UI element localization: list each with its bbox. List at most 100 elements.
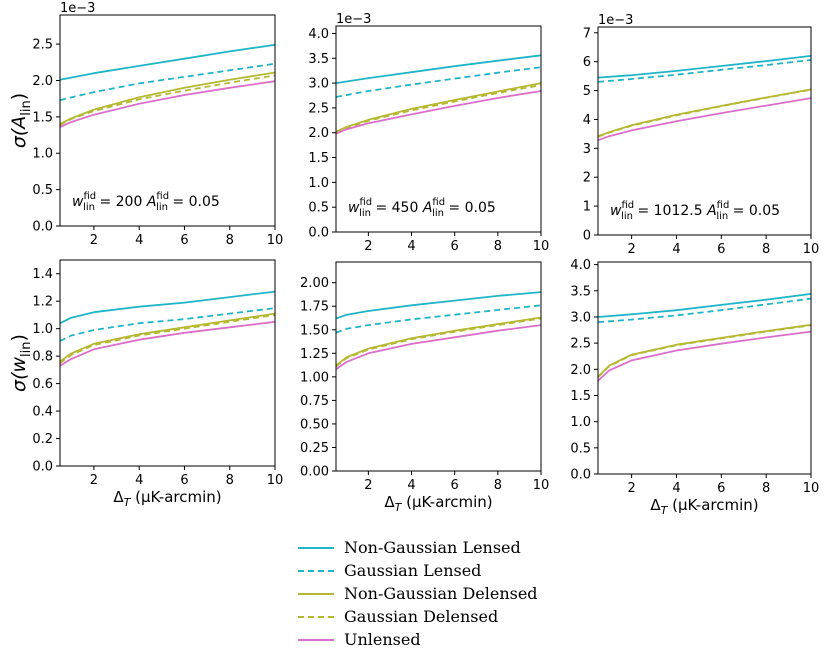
- y-tick-label: 6: [583, 55, 591, 70]
- legend-line-non-gaussian-lensed: [298, 546, 334, 549]
- x-tick-label: 10: [803, 242, 820, 257]
- offset-text: 1e−3: [60, 1, 95, 16]
- x-tick-label: 2: [364, 478, 372, 493]
- y-tick-label: 1.2: [32, 295, 53, 310]
- x-tick-label: 10: [267, 233, 284, 248]
- legend-line-gaussian-lensed: [298, 569, 334, 572]
- x-tick-label: 8: [226, 473, 234, 488]
- series-line-gaussian-delensed: [59, 314, 276, 364]
- x-tick-label: 4: [407, 478, 415, 493]
- legend-entry-gaussian-delensed: Gaussian Delensed: [298, 605, 578, 628]
- legend-label: Unlensed: [344, 630, 421, 649]
- series-line-unlensed: [59, 80, 276, 128]
- x-tick-label: 8: [494, 478, 502, 493]
- axes-frame: [59, 14, 276, 227]
- y-tick-label: 2.0: [32, 74, 53, 89]
- y-tick-label: 0: [583, 229, 591, 244]
- x-tick-label: 6: [717, 242, 725, 257]
- legend-entry-unlensed: Unlensed: [298, 628, 578, 651]
- y-tick-label: 1.25: [300, 347, 329, 362]
- x-tick-label: 6: [451, 478, 459, 493]
- annotation-text: wfid lin = 450 Afid lin = 0.05: [348, 197, 496, 219]
- y-tick-label: 0.00: [300, 465, 329, 480]
- series-line-non-gaussian-lensed: [59, 290, 276, 325]
- panel-top-left: 2 4 6 8 10 0.0 0.5 1.0 1.5 2.0 2.5 1e−3 wfid lin = 20…: [8, 1, 283, 248]
- series-line-unlensed: [597, 330, 812, 382]
- y-tick-label: 0.5: [308, 201, 329, 216]
- series-line-non-gaussian-lensed: [335, 54, 542, 84]
- y-tick-label: 0.5: [570, 441, 591, 456]
- y-tick-label: 0.0: [32, 220, 53, 235]
- y-tick-label: 7: [583, 26, 591, 41]
- y-tick-label: 0.0: [308, 226, 329, 241]
- panel-bottom-left: 2 4 6 8 10 0.0 0.2 0.4 0.6 0.8 1.0 1.2 1.4 σ(wlin) ΔT …: [8, 259, 284, 509]
- series-line-non-gaussian-delensed: [335, 82, 542, 133]
- y-tick-label: 1.0: [570, 415, 591, 430]
- series-line-unlensed: [59, 320, 276, 367]
- x-tick-label: 6: [180, 473, 188, 488]
- y-axis-label: σ(wlin): [8, 334, 34, 392]
- y-tick-label: 2.00: [300, 276, 329, 291]
- y-tick-label: 2: [583, 171, 591, 186]
- series-line-unlensed: [597, 97, 812, 142]
- y-tick-label: 1.4: [32, 267, 53, 282]
- x-tick-label: 8: [762, 481, 770, 496]
- x-tick-label: 10: [533, 478, 550, 493]
- series-line-gaussian-lensed: [597, 59, 812, 83]
- legend-line-non-gaussian-delensed: [298, 592, 334, 595]
- x-tick-label: 8: [762, 242, 770, 257]
- y-tick-label: 1.0: [32, 322, 53, 337]
- x-tick-label: 2: [90, 473, 98, 488]
- x-tick-label: 2: [90, 233, 98, 248]
- series-line-non-gaussian-lensed: [597, 293, 812, 318]
- y-tick-label: 0.50: [300, 417, 329, 432]
- legend-entry-non-gaussian-delensed: Non-Gaussian Delensed: [298, 582, 578, 605]
- annotation-text: wfid lin = 200 Afid lin = 0.05: [72, 191, 220, 213]
- x-tick-label: 10: [267, 473, 284, 488]
- series-line-gaussian-delensed: [59, 74, 276, 126]
- y-tick-label: 1.00: [300, 370, 329, 385]
- x-tick-label: 4: [672, 481, 680, 496]
- y-tick-label: 0.25: [300, 441, 329, 456]
- y-tick-label: 4: [583, 113, 591, 128]
- panel-top-middle: 2 4 6 8 10 0.0 0.5 1.0 1.5 2.0 2.5 3.0 3.5 4.0 1e−3 wfi…: [308, 12, 549, 254]
- axes-frame: [597, 26, 812, 236]
- panel-top-right: 2 4 6 8 10 0 1 2 3 4 5 6 7 1e−3 wfid lin = 1012.5 Afid l…: [583, 13, 820, 257]
- y-tick-label: 4.0: [570, 258, 591, 273]
- legend-label: Gaussian Lensed: [344, 561, 482, 580]
- legend-entry-gaussian-lensed: Gaussian Lensed: [298, 559, 578, 582]
- y-tick-label: 0.75: [300, 394, 329, 409]
- series-line-non-gaussian-lensed: [597, 55, 812, 79]
- y-tick-label: 1.50: [300, 323, 329, 338]
- panel-bottom-middle: 2 4 6 8 10 0.00 0.25 0.50 0.75 1.00 1.25 1.50 1.75 2.…: [300, 261, 550, 514]
- y-tick-label: 0.0: [570, 468, 591, 483]
- series-line-gaussian-lensed: [59, 62, 276, 101]
- series-line-gaussian-lensed: [597, 297, 812, 324]
- axes-frame: [597, 261, 812, 475]
- y-tick-label: 1.5: [570, 389, 591, 404]
- series-line-unlensed: [335, 324, 542, 371]
- series-line-gaussian-delensed: [597, 88, 812, 138]
- x-tick-label: 2: [364, 239, 372, 254]
- y-tick-label: 0.2: [32, 432, 53, 447]
- legend: Non-Gaussian Lensed Gaussian Lensed Non-…: [298, 536, 578, 651]
- x-tick-label: 2: [627, 242, 635, 257]
- y-tick-label: 0.5: [32, 183, 53, 198]
- offset-text: 1e−3: [336, 12, 371, 27]
- y-tick-label: 0.4: [32, 405, 53, 420]
- y-axis-label: σ(Alin): [8, 93, 34, 148]
- series-line-gaussian-delensed: [335, 84, 542, 134]
- y-tick-label: 3.0: [308, 77, 329, 92]
- series-line-gaussian-lensed: [59, 307, 276, 342]
- legend-line-unlensed: [298, 638, 334, 641]
- offset-text: 1e−3: [598, 13, 633, 28]
- x-tick-label: 4: [407, 239, 415, 254]
- y-tick-label: 5: [583, 84, 591, 99]
- x-tick-label: 8: [494, 239, 502, 254]
- x-axis-label: ΔT (μK-arcmin): [384, 493, 492, 514]
- series-line-non-gaussian-lensed: [59, 43, 276, 81]
- y-tick-label: 1.5: [308, 151, 329, 166]
- series-line-non-gaussian-lensed: [335, 291, 542, 320]
- legend-label: Non-Gaussian Delensed: [344, 584, 538, 603]
